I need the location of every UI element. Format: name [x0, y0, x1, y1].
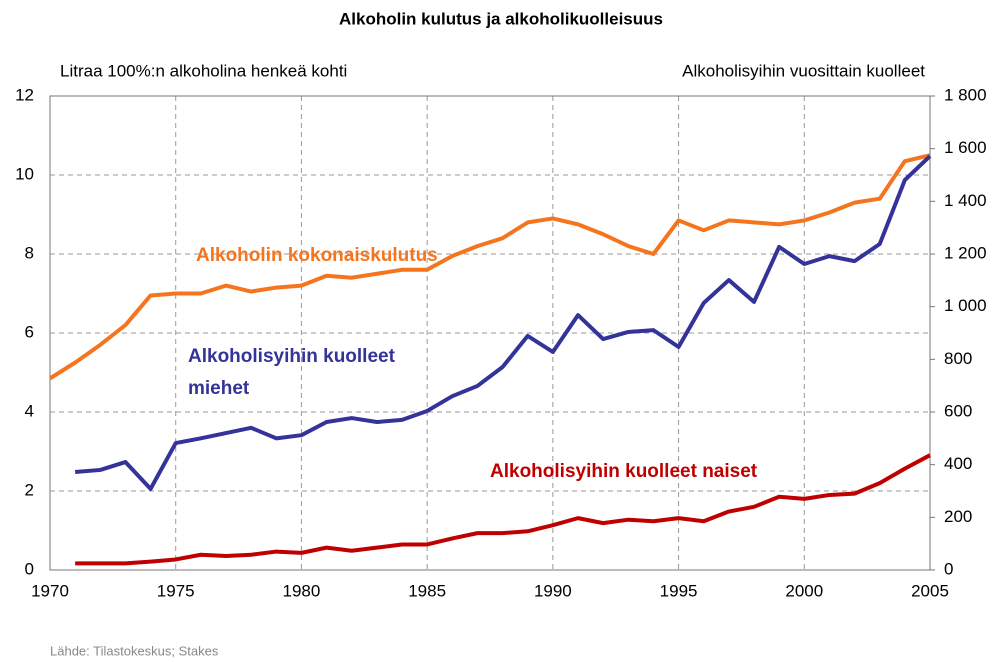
x-tick-label: 2005: [911, 581, 949, 600]
x-tick-label: 1995: [660, 581, 698, 600]
x-tick-label: 1975: [157, 581, 195, 600]
x-tick-label: 1990: [534, 581, 572, 600]
series-label: Alkoholisyihin kuolleet miehet: [188, 346, 395, 399]
y-axis-label: Litraa 100%:n alkoholina henkeä kohti: [60, 61, 347, 80]
y-tick-label: 10: [15, 164, 34, 183]
y2-tick-label: 0: [944, 559, 953, 578]
y-tick-label: 8: [25, 243, 34, 262]
y-tick-label: 2: [25, 480, 34, 499]
y2-tick-label: 1 000: [944, 296, 987, 315]
chart-title: Alkoholin kulutus ja alkoholikuolleisuus: [339, 9, 663, 28]
x-tick-label: 2000: [785, 581, 823, 600]
series-line: [74, 154, 932, 491]
y2-tick-label: 600: [944, 401, 972, 420]
source: Lähde: Tilastokeskus; Stakes: [50, 643, 219, 658]
y2-tick-label: 800: [944, 349, 972, 368]
series-label: Alkoholisyihin kuolleet naiset: [490, 461, 758, 482]
y2-axis-label: Alkoholisyihin vuosittain kuolleet: [682, 61, 925, 80]
y2-tick-label: 1 200: [944, 243, 987, 262]
x-tick-label: 1985: [408, 581, 446, 600]
y-tick-label: 12: [15, 85, 34, 104]
y-tick-label: 0: [25, 559, 34, 578]
x-tick-label: 1970: [31, 581, 69, 600]
plot-frame: [49, 95, 931, 571]
series-label: Alkoholin kokonaiskulutus: [196, 245, 438, 266]
y-tick-label: 4: [25, 401, 34, 420]
series-line: [75, 453, 931, 566]
y2-tick-label: 200: [944, 507, 972, 526]
x-tick-label: 1980: [283, 581, 321, 600]
y2-tick-label: 1 400: [944, 191, 987, 210]
y2-tick-label: 400: [944, 454, 972, 473]
y-tick-label: 6: [25, 322, 34, 341]
y2-tick-label: 1 800: [944, 85, 987, 104]
y2-tick-label: 1 600: [944, 138, 987, 157]
series-line: [48, 153, 931, 381]
